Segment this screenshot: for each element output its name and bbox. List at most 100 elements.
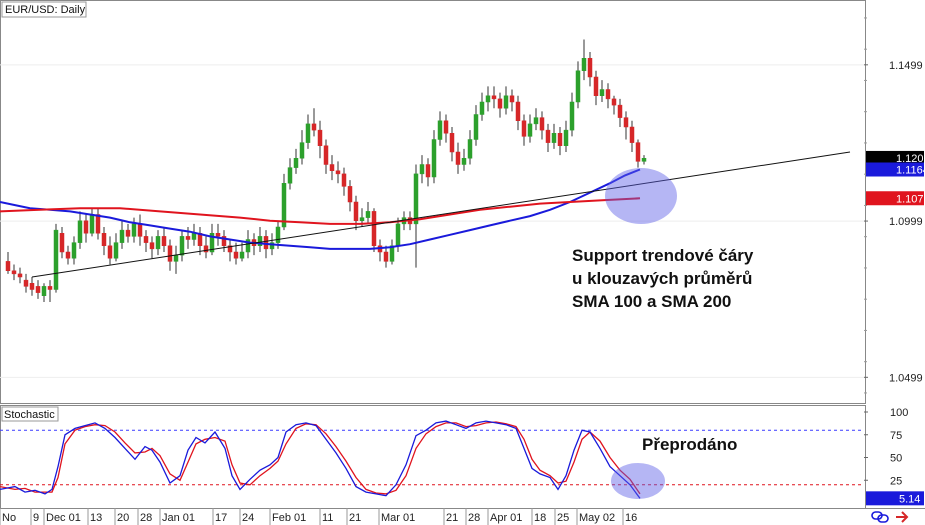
stochastic-tick-label: 25 [890,475,902,487]
candle-body [161,236,167,246]
oversold-annotation: Přeprodáno [642,435,737,454]
candle-body [137,223,143,237]
trendline [31,151,851,278]
price-tag-box [866,162,924,177]
time-axis-label: 24 [242,512,254,524]
stochastic-d-line [0,421,641,495]
price-tags: 1.12011.1164 1.1072 [866,150,925,206]
stochastic-title: Stochastic [4,409,55,421]
candle-body [11,270,17,275]
stochastic-title-box [1,406,59,422]
candle-body [245,239,251,253]
candle-body [17,273,23,278]
candle-body [131,223,137,237]
candle-body [635,142,641,162]
time-axis-label: Mar 01 [381,512,415,524]
candle-body [113,242,119,259]
price-tag-box [866,191,924,206]
time-axis-label: 9 [33,512,39,524]
time-axis-label: 11 [322,512,333,524]
candle-body [563,129,569,146]
candle-body [341,173,347,187]
candle-body [155,236,161,250]
support-annotation-line-3: SMA 100 a SMA 200 [572,292,731,311]
candle-body [167,245,173,262]
time-axis-label: 21 [446,512,458,524]
candle-body [641,158,647,162]
candle-body [557,133,563,146]
candle-body [485,95,491,103]
price-tag-label: 1.1072 [896,193,925,205]
stochastic-tick-label: 75 [890,430,902,442]
candle-body [461,158,467,165]
candle-body [425,164,431,178]
stochastic-tick-label: 50 [890,453,902,465]
candle-body [191,233,197,240]
candle-body [383,251,389,262]
support-annotation-line-2: u klouzavých průměrů [572,269,752,288]
candle-body [479,101,485,115]
candle-body [305,123,311,143]
stochastic-value-tag: 5.14 [866,491,924,506]
candle-body [491,95,497,100]
candle-body [323,145,329,165]
indicator-lines [0,151,851,278]
candle-body [515,101,521,121]
stochastic-tag-box [866,491,924,506]
time-axis-label: May 02 [579,512,615,524]
candle-body [53,229,59,290]
price-tag-label: 1.1164 [896,165,925,177]
time-axis-label: Feb 01 [272,512,306,524]
time-axis-label: Jan 01 [162,512,195,524]
time-axis-label: 20 [117,512,129,524]
candle-body [71,242,77,259]
candle-body [419,164,425,175]
candle-body [269,242,275,250]
candle-body [125,229,131,237]
candle-body [335,170,341,175]
candle-body [29,283,35,290]
candle-body [353,201,359,221]
candle-body [395,223,401,246]
candle-body [497,98,503,109]
candle-body [233,251,239,259]
candle-body [449,133,455,153]
candle-body [581,58,587,71]
support-annotation-line-1: Support trendové čáry [572,246,754,265]
candle-body [503,95,509,109]
sma-200-line [0,197,641,225]
candle-body [599,89,605,96]
candle-body [569,101,575,131]
price-tick-label: 1.0499 [889,372,923,384]
candle-body [173,254,179,262]
candle-body [5,261,11,271]
candle-body [473,114,479,140]
candle-body [365,211,371,218]
candle-body [539,117,545,131]
candle-body [65,251,71,259]
candle-body [533,117,539,125]
candle-body [59,233,65,253]
link-icon[interactable] [871,511,889,523]
time-axis-label: 18 [534,512,546,524]
price-tick-label: 1.0999 [889,216,923,228]
candle-body [437,120,443,140]
candle-body [617,104,623,118]
price-chart-title: EUR/USD: Daily [5,4,86,16]
candle-body [47,286,53,290]
candle-body [347,186,353,203]
time-axis-label: 16 [625,512,637,524]
arrow-right-icon[interactable] [896,511,909,523]
candle-body [35,286,41,293]
candle-body [95,214,101,234]
candle-body [551,133,557,143]
price-tick-label: 1.1499 [889,60,923,72]
candle-body [605,89,611,100]
time-axis-label: 17 [215,512,227,524]
stochastic-axis-labels: 100 75 50 25 [864,407,908,487]
candle-body [521,120,527,137]
candle-body [185,236,191,240]
